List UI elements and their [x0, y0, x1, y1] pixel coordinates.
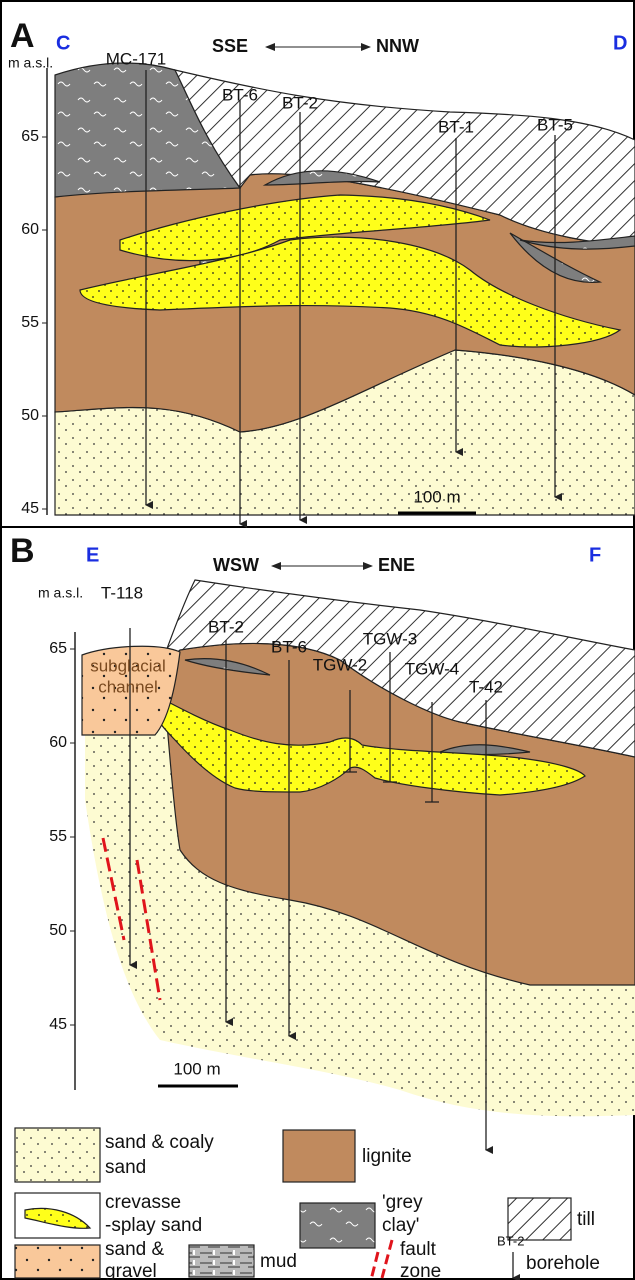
end-label: F: [589, 544, 601, 566]
borehole-label: BT-1: [438, 117, 474, 136]
legend-label: mud: [260, 1251, 297, 1272]
direction: WSW: [213, 555, 259, 575]
scale-label: 100 m: [173, 1059, 220, 1078]
legend-label: sand &: [105, 1239, 164, 1260]
tick-label: 65: [49, 640, 67, 657]
legend-label: zone: [400, 1261, 441, 1280]
borehole-label: T-42: [469, 677, 503, 696]
tick-label: 50: [21, 407, 39, 424]
end-label: D: [613, 32, 627, 54]
legend-label: crevasse: [105, 1192, 181, 1213]
borehole-label: T-118: [101, 583, 143, 602]
legend-label: 'grey: [382, 1192, 423, 1213]
borehole-label: TGW-4: [405, 659, 459, 678]
axis-title: m a.s.l.: [38, 585, 83, 601]
axis-b: 65 60 55 50 45: [49, 632, 75, 1090]
channel-label: subglacial: [90, 656, 166, 675]
tick-label: 55: [21, 314, 39, 331]
tick-label: 45: [21, 500, 39, 517]
legend-label: fault: [400, 1239, 437, 1260]
legend-label: gravel: [105, 1261, 157, 1280]
tick-label: 60: [49, 734, 67, 751]
borehole-label: BT-2: [282, 93, 318, 112]
borehole-label: TGW-2: [313, 655, 367, 674]
tick-label: 45: [49, 1016, 67, 1033]
end-label: C: [56, 32, 70, 54]
legend-label: sand & coaly: [105, 1132, 214, 1153]
axis-a: 65 60 55 50 45: [21, 68, 47, 517]
end-label: E: [86, 544, 99, 566]
tick-label: 50: [49, 922, 67, 939]
legend-label: lignite: [362, 1146, 412, 1167]
legend-label: BT-2: [497, 1233, 524, 1248]
borehole-label: BT-6: [222, 85, 258, 104]
direction: NNW: [376, 36, 419, 56]
cross-sections: 65 60 55 50 45 A C D SSE NNW m a.s.l. MC-171…: [0, 0, 635, 1280]
direction: SSE: [212, 36, 248, 56]
legend-label: till: [577, 1209, 595, 1230]
scale-label: 100 m: [413, 487, 460, 506]
channel-label: channel: [98, 677, 158, 696]
legend-label: sand: [105, 1157, 146, 1178]
direction: ENE: [378, 555, 415, 575]
borehole-label: TGW-3: [363, 629, 417, 648]
borehole-label: BT-6: [271, 637, 307, 656]
borehole-label: BT-5: [537, 115, 573, 134]
legend-label: -splay sand: [105, 1215, 202, 1236]
panel-label: B: [10, 532, 35, 570]
borehole-label: BT-2: [208, 617, 244, 636]
tick-label: 65: [21, 128, 39, 145]
borehole-label: MC-171: [106, 49, 166, 68]
axis-title: m a.s.l.: [8, 55, 53, 71]
tick-label: 55: [49, 828, 67, 845]
legend-label: clay': [382, 1215, 419, 1236]
tick-label: 60: [21, 221, 39, 238]
legend-label: borehole: [526, 1253, 600, 1274]
panel-label: A: [10, 17, 35, 55]
